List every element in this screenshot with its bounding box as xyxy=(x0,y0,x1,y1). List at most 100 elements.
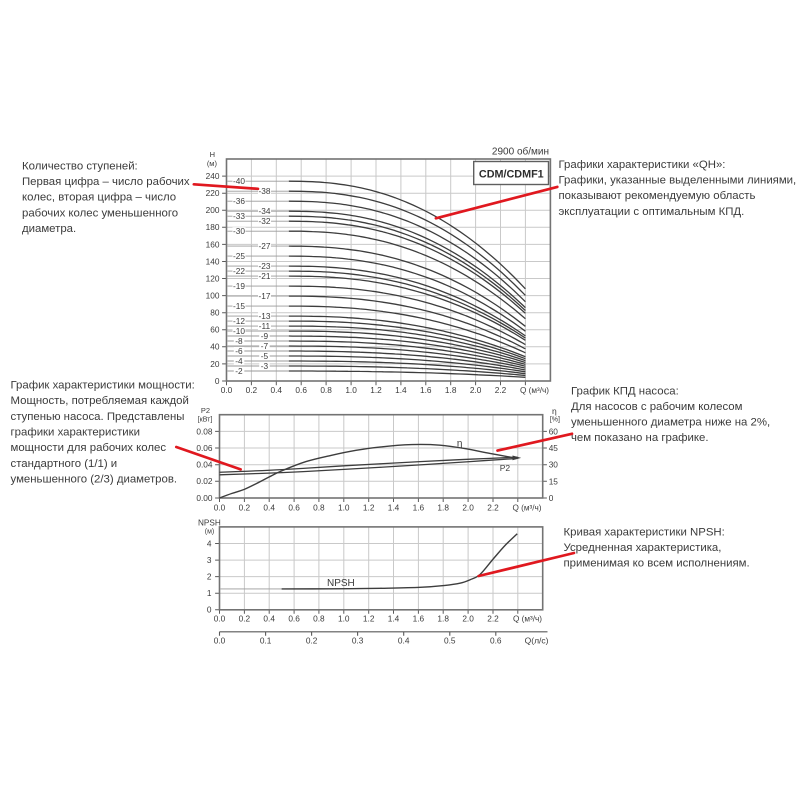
svg-text:220: 220 xyxy=(206,188,220,198)
svg-text:1.0: 1.0 xyxy=(345,385,357,395)
svg-text:-13: -13 xyxy=(259,311,271,321)
svg-text:2900 об/мин: 2900 об/мин xyxy=(492,146,549,158)
svg-text:η: η xyxy=(552,406,557,416)
svg-text:-6: -6 xyxy=(235,346,243,356)
svg-text:0.0: 0.0 xyxy=(214,636,226,646)
svg-text:0.0: 0.0 xyxy=(221,385,233,395)
svg-text:1.6: 1.6 xyxy=(413,502,425,512)
svg-text:0.02: 0.02 xyxy=(196,476,213,486)
svg-text:40: 40 xyxy=(210,342,220,352)
svg-text:45: 45 xyxy=(549,443,559,453)
svg-text:уменьшенного диаметра ниже на: уменьшенного диаметра ниже на 2%, xyxy=(571,417,770,429)
svg-text:60: 60 xyxy=(210,325,220,335)
svg-text:15: 15 xyxy=(549,476,559,486)
svg-text:Q (м³/ч): Q (м³/ч) xyxy=(520,386,549,395)
svg-text:0.2: 0.2 xyxy=(306,636,318,646)
svg-text:-4: -4 xyxy=(235,356,243,366)
svg-text:0.04: 0.04 xyxy=(196,460,213,470)
svg-text:-11: -11 xyxy=(259,321,271,331)
svg-text:2.0: 2.0 xyxy=(462,613,474,623)
svg-text:200: 200 xyxy=(206,205,220,215)
svg-text:P2: P2 xyxy=(500,463,511,473)
svg-text:показывают рекомендуемую облас: показывают рекомендуемую область xyxy=(559,190,756,202)
svg-text:колес, вторая цифра – число: колес, вторая цифра – число xyxy=(22,192,176,204)
svg-text:0: 0 xyxy=(215,376,220,386)
svg-text:1.4: 1.4 xyxy=(388,613,400,623)
svg-text:[%]: [%] xyxy=(550,417,560,424)
svg-text:-19: -19 xyxy=(233,281,245,291)
svg-text:0: 0 xyxy=(207,605,212,615)
svg-text:-15: -15 xyxy=(233,301,245,311)
svg-text:ступенью насоса. Представлены: ступенью насоса. Представлены xyxy=(11,411,185,423)
svg-text:CDM/CDMF1: CDM/CDMF1 xyxy=(479,169,544,181)
svg-text:160: 160 xyxy=(206,239,220,249)
svg-text:1.0: 1.0 xyxy=(338,613,350,623)
svg-text:0.2: 0.2 xyxy=(239,613,251,623)
svg-text:1: 1 xyxy=(207,588,212,598)
svg-text:30: 30 xyxy=(549,460,559,470)
svg-text:-33: -33 xyxy=(233,211,245,221)
svg-text:P2: P2 xyxy=(201,406,210,415)
svg-text:-21: -21 xyxy=(259,271,271,281)
svg-text:0: 0 xyxy=(549,493,554,503)
svg-text:0.2: 0.2 xyxy=(239,502,251,512)
svg-text:Количество ступеней:: Количество ступеней: xyxy=(22,160,138,172)
svg-text:0.0: 0.0 xyxy=(214,502,226,512)
svg-text:Для насосов с рабочим колесом: Для насосов с рабочим колесом xyxy=(571,401,743,413)
svg-text:График КПД насоса:: График КПД насоса: xyxy=(571,385,679,397)
svg-text:чем показано на графике.: чем показано на графике. xyxy=(571,432,709,444)
svg-text:-36: -36 xyxy=(233,196,245,206)
svg-text:(м): (м) xyxy=(207,159,218,168)
svg-text:100: 100 xyxy=(206,291,220,301)
svg-text:(м): (м) xyxy=(205,529,214,536)
svg-text:Первая цифра – число рабочих: Первая цифра – число рабочих xyxy=(22,176,190,188)
svg-text:0.8: 0.8 xyxy=(313,613,325,623)
svg-text:NPSH: NPSH xyxy=(327,578,355,589)
svg-text:1.8: 1.8 xyxy=(445,385,457,395)
svg-text:0.1: 0.1 xyxy=(260,636,272,646)
svg-text:1.8: 1.8 xyxy=(437,502,449,512)
svg-text:2.2: 2.2 xyxy=(487,613,499,623)
svg-text:0.8: 0.8 xyxy=(313,502,325,512)
svg-text:4: 4 xyxy=(207,538,212,548)
svg-text:180: 180 xyxy=(206,222,220,232)
svg-text:0.3: 0.3 xyxy=(352,636,364,646)
svg-text:-23: -23 xyxy=(259,261,271,271)
svg-text:Q(л/с): Q(л/с) xyxy=(525,636,549,646)
svg-text:1.6: 1.6 xyxy=(420,385,432,395)
svg-text:1.4: 1.4 xyxy=(395,385,407,395)
svg-text:60: 60 xyxy=(549,427,559,437)
svg-text:0.4: 0.4 xyxy=(263,502,275,512)
svg-text:0.6: 0.6 xyxy=(490,636,502,646)
svg-text:2.0: 2.0 xyxy=(470,385,482,395)
svg-text:20: 20 xyxy=(210,359,220,369)
svg-text:применимая ко всем исполнениям: применимая ко всем исполнениям. xyxy=(564,558,750,570)
svg-text:-38: -38 xyxy=(259,186,271,196)
svg-text:-34: -34 xyxy=(259,206,271,216)
svg-text:Мощность, потребляемая каждой: Мощность, потребляемая каждой xyxy=(11,395,189,407)
svg-text:-17: -17 xyxy=(259,291,271,301)
svg-text:диаметра.: диаметра. xyxy=(22,223,76,235)
svg-text:0.06: 0.06 xyxy=(196,443,213,453)
svg-text:-40: -40 xyxy=(233,176,245,186)
svg-text:-10: -10 xyxy=(233,326,245,336)
svg-text:-2: -2 xyxy=(235,366,243,376)
svg-text:мощности для рабочих колес: мощности для рабочих колес xyxy=(11,442,167,454)
svg-text:График характеристики мощности: График характеристики мощности: xyxy=(11,380,195,392)
svg-text:стандартного (1/1) и: стандартного (1/1) и xyxy=(11,458,118,470)
svg-text:0.8: 0.8 xyxy=(320,385,332,395)
svg-text:Графики, указанные выделенными: Графики, указанные выделенными линиями, xyxy=(559,175,797,187)
svg-text:эксплуатации с оптимальным КПД: эксплуатации с оптимальным КПД. xyxy=(559,206,745,218)
svg-text:1.2: 1.2 xyxy=(370,385,382,395)
svg-text:-5: -5 xyxy=(261,351,269,361)
svg-text:140: 140 xyxy=(206,256,220,266)
svg-text:-22: -22 xyxy=(233,266,245,276)
svg-text:0.0: 0.0 xyxy=(214,613,226,623)
svg-text:1.4: 1.4 xyxy=(388,502,400,512)
svg-text:0.5: 0.5 xyxy=(444,636,456,646)
svg-text:0.4: 0.4 xyxy=(263,613,275,623)
svg-text:2.2: 2.2 xyxy=(487,502,499,512)
svg-text:2.2: 2.2 xyxy=(495,385,507,395)
svg-text:-32: -32 xyxy=(259,216,271,226)
svg-text:-25: -25 xyxy=(233,251,245,261)
